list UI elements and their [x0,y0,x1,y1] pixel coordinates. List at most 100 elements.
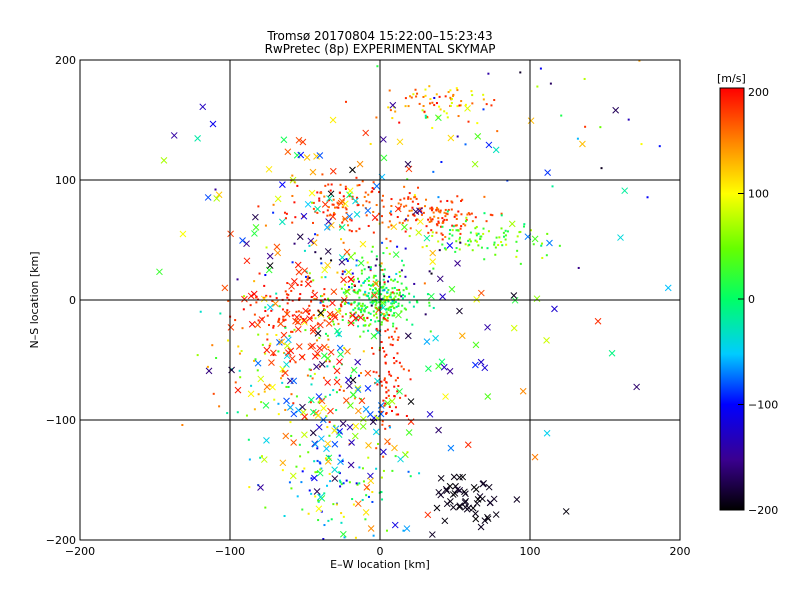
scatter-point [446,199,449,202]
x-tick-label: 0 [377,545,384,558]
scatter-point [382,316,385,319]
scatter-point [357,307,360,310]
scatter-point [345,295,348,298]
scatter-point [332,203,335,206]
scatter-point [343,536,346,539]
scatter-point [541,256,544,259]
scatter-point [371,294,374,297]
scatter-point [409,475,412,478]
scatter-point [375,301,378,304]
scatter-point [435,93,438,96]
scatter-cross [349,391,357,398]
scatter-point [371,190,374,193]
scatter-point [400,310,403,313]
scatter-point [558,244,561,247]
scatter-point [326,334,329,337]
scatter-point [249,304,252,307]
scatter-point [413,295,416,298]
scatter-point [403,205,406,208]
scatter-cross [317,493,324,501]
scatter-cross [331,313,339,321]
scatter-point [393,385,396,388]
scatter-cross [314,330,322,337]
scatter-point [540,244,543,247]
scatter-point [446,210,449,213]
scatter-cross [266,303,274,311]
scatter-point [320,300,323,303]
scatter-point [266,333,269,336]
scatter-point [226,412,229,415]
scatter-point [261,343,264,346]
scatter-cross [472,515,480,523]
scatter-cross [313,363,320,371]
scatter-cross [404,332,412,340]
scatter-point [380,262,383,265]
scatter-cross [347,402,354,409]
scatter-point [257,205,260,208]
scatter-point [376,329,379,332]
scatter-point [392,322,395,325]
scatter-point [291,261,294,264]
scatter-cross [579,140,586,148]
scatter-cross [456,502,464,510]
scatter-point [454,213,457,216]
scatter-point [343,283,346,286]
scatter-point [377,295,380,298]
x-tick-label: −100 [215,545,245,558]
scatter-point [326,305,329,308]
scatter-point [458,236,461,239]
scatter-point [354,536,357,539]
scatter-point [375,282,378,285]
scatter-cross [316,469,324,477]
scatter-point [414,195,417,198]
scatter-cross [325,320,333,327]
scatter-point [317,519,320,522]
scatter-point [459,241,462,244]
scatter-point [455,240,458,243]
scatter-point [366,277,369,280]
y-axis-ticks: −200 −100 0 100 200 [46,54,680,547]
scatter-point [409,95,412,98]
scatter-point [393,292,396,295]
scatter-point [371,283,374,286]
scatter-point [350,219,353,222]
scatter-point [307,275,310,278]
scatter-point [389,109,392,112]
scatter-point [427,231,430,234]
scatter-cross [458,332,466,340]
scatter-point [372,352,375,355]
scatter-point [323,298,326,301]
scatter-point [482,108,485,111]
scatter-point [234,319,237,322]
scatter-point [341,206,344,209]
scatter-cross [329,167,337,175]
scatter-point [303,249,306,252]
scatter-point [269,295,272,298]
scatter-point [444,215,447,218]
scatter-point [450,200,453,203]
scatter-point [385,381,388,384]
scatter-cross [290,410,298,418]
scatter-point [365,200,368,203]
scatter-cross [303,154,311,161]
scatter-cross [330,288,338,296]
scatter-point [396,352,399,355]
scatter-point [417,203,420,206]
scatter-point [341,315,344,318]
scatter-point [433,96,436,99]
scatter-point [353,290,356,293]
scatter-cross [294,261,302,269]
scatter-point [272,324,275,327]
scatter-point [405,287,408,290]
scatter-point [369,312,372,315]
scatter-cross [417,218,424,225]
scatter-point [373,314,376,317]
scatter-cross [433,504,441,512]
scatter-point [344,187,347,190]
scatter-point [298,297,301,300]
scatter-point [494,253,497,256]
scatter-point [470,212,473,215]
scatter-point [500,227,503,230]
scatter-point [367,224,370,227]
scatter-point [381,194,384,197]
